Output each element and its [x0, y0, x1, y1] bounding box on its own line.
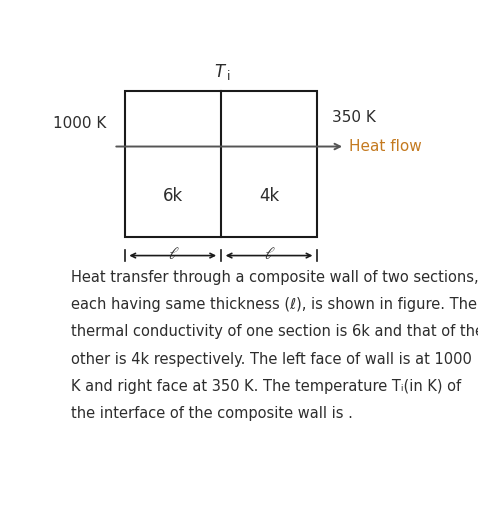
- Text: each having same thickness (ℓ), is shown in figure. The: each having same thickness (ℓ), is shown…: [71, 297, 477, 312]
- Text: other is 4k respectively. The left face of wall is at 1000: other is 4k respectively. The left face …: [71, 352, 472, 366]
- Text: 350 K: 350 K: [332, 110, 376, 125]
- Text: K and right face at 350 K. The temperature Tᵢ(in K) of: K and right face at 350 K. The temperatu…: [71, 379, 461, 394]
- Text: 6k: 6k: [163, 187, 183, 205]
- Text: the interface of the composite wall is .: the interface of the composite wall is .: [71, 406, 353, 421]
- Text: Heat transfer through a composite wall of two sections,: Heat transfer through a composite wall o…: [71, 270, 478, 284]
- Text: T: T: [214, 63, 224, 81]
- Text: thermal conductivity of one section is 6k and that of the: thermal conductivity of one section is 6…: [71, 324, 478, 339]
- Text: 1000 K: 1000 K: [53, 115, 106, 130]
- Text: ℓ: ℓ: [168, 246, 177, 263]
- Text: ℓ: ℓ: [264, 246, 274, 263]
- Text: Heat flow: Heat flow: [349, 139, 422, 154]
- Text: 4k: 4k: [259, 187, 279, 205]
- Text: i: i: [227, 70, 230, 83]
- Bar: [125, 91, 317, 238]
